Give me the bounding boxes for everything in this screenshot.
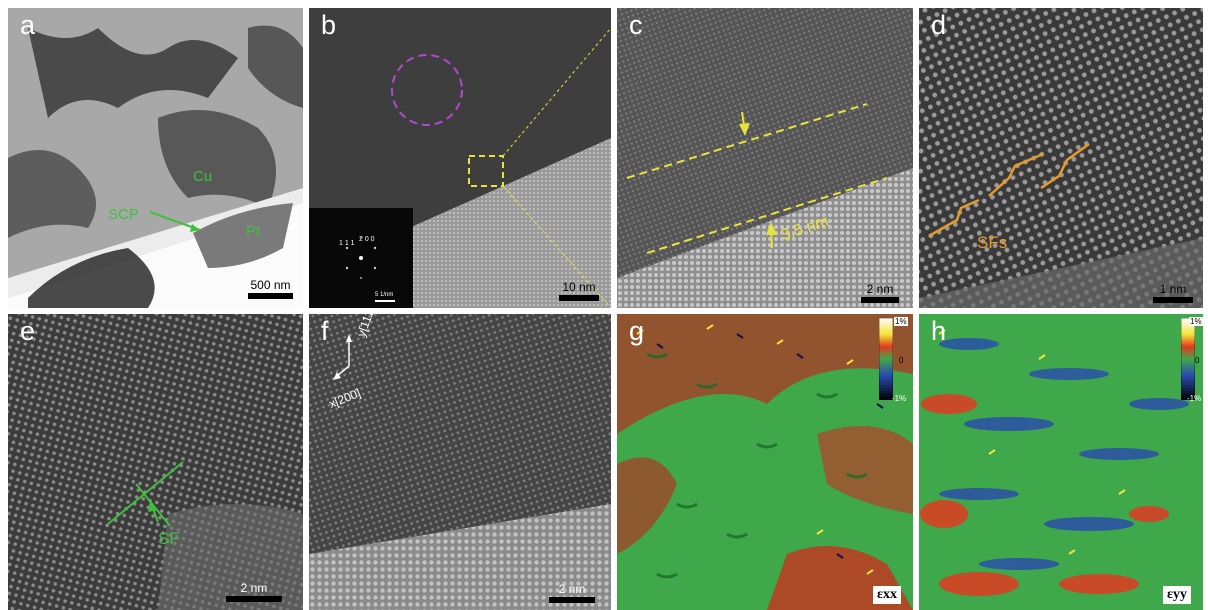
panel-label-a: a — [20, 10, 36, 40]
scale-bar-label-e: 2 nm — [240, 581, 268, 595]
panel-h: 1% 0 -1% h εyy — [919, 314, 1203, 610]
panel-label-e: e — [20, 316, 36, 346]
scale-bar-label-f: 2 nm — [558, 582, 586, 596]
panel-label-g: g — [629, 316, 645, 346]
colorbar-h — [1181, 318, 1195, 400]
strain-map-exx — [617, 314, 913, 610]
scp-arrow — [149, 211, 201, 232]
panel-label-h: h — [931, 316, 947, 346]
panel-c: c 3.5 nm 2 nm — [617, 8, 913, 308]
panel-g: 1% 0 -1% g εxx — [617, 314, 913, 610]
colorbar-g-min: -1% — [892, 394, 907, 403]
panel-label-c: c — [629, 10, 643, 40]
panel-e: e SF 2 nm — [8, 314, 303, 610]
scale-bar-label-a: 500 nm — [250, 278, 291, 292]
inset-scale: 5 1/nm — [375, 292, 394, 298]
strain-symbol-h: εyy — [1163, 586, 1191, 604]
colorbar-h-mid: 0 — [1195, 356, 1200, 365]
inset-diffraction-spots — [345, 237, 395, 302]
inset-spot-200: 2 0 0 — [359, 236, 375, 243]
scale-bar-e: 2 nm — [226, 581, 282, 602]
scale-bar-a: 500 nm — [248, 278, 293, 299]
colorbar-h-min: -1% — [1187, 394, 1202, 403]
scale-bar-label-b: 10 nm — [562, 280, 596, 294]
scale-bar-b: 10 nm — [559, 280, 599, 301]
annotation-sf: SF — [158, 529, 180, 548]
tem-image-d — [919, 8, 1203, 308]
colorbar-h-max: 1% — [1189, 317, 1203, 326]
inset-spot-111: 1 1 1 — [339, 240, 355, 247]
panel-b: b 1 1 1 2 0 0 5 1/nm 10 nm — [309, 8, 611, 308]
scale-bar-label-c: 2 nm — [866, 282, 894, 296]
panel-a: a Cu Pt SCP 500 nm — [8, 8, 303, 308]
strain-map-eyy — [919, 314, 1203, 610]
annotation-cu: Cu — [193, 168, 213, 185]
tem-image-b — [309, 8, 611, 308]
scale-bar-d: 1 nm — [1153, 282, 1193, 303]
annotation-scp: SCP — [108, 206, 139, 223]
panel-d: d SFs 1 nm — [919, 8, 1203, 308]
tem-image-e — [8, 314, 303, 610]
panel-label-b: b — [321, 10, 337, 40]
colorbar-g — [879, 318, 893, 400]
panel-f: f y[111] x[200] 2 nm — [309, 314, 611, 610]
tem-image-c — [617, 8, 913, 308]
tem-image-f — [309, 314, 611, 610]
panel-label-d: d — [931, 10, 947, 40]
strain-symbol-g: εxx — [873, 586, 901, 604]
scale-bar-c: 2 nm — [861, 282, 899, 303]
scale-bar-f: 2 nm — [549, 582, 595, 603]
annotation-pt: Pt — [246, 223, 261, 240]
panel-label-f: f — [321, 316, 329, 346]
annotation-sfs: SFs — [977, 233, 1008, 252]
scale-bar-label-d: 1 nm — [1159, 282, 1187, 296]
colorbar-g-mid: 0 — [899, 356, 904, 365]
colorbar-g-max: 1% — [894, 317, 908, 326]
tem-image-a — [8, 8, 303, 308]
